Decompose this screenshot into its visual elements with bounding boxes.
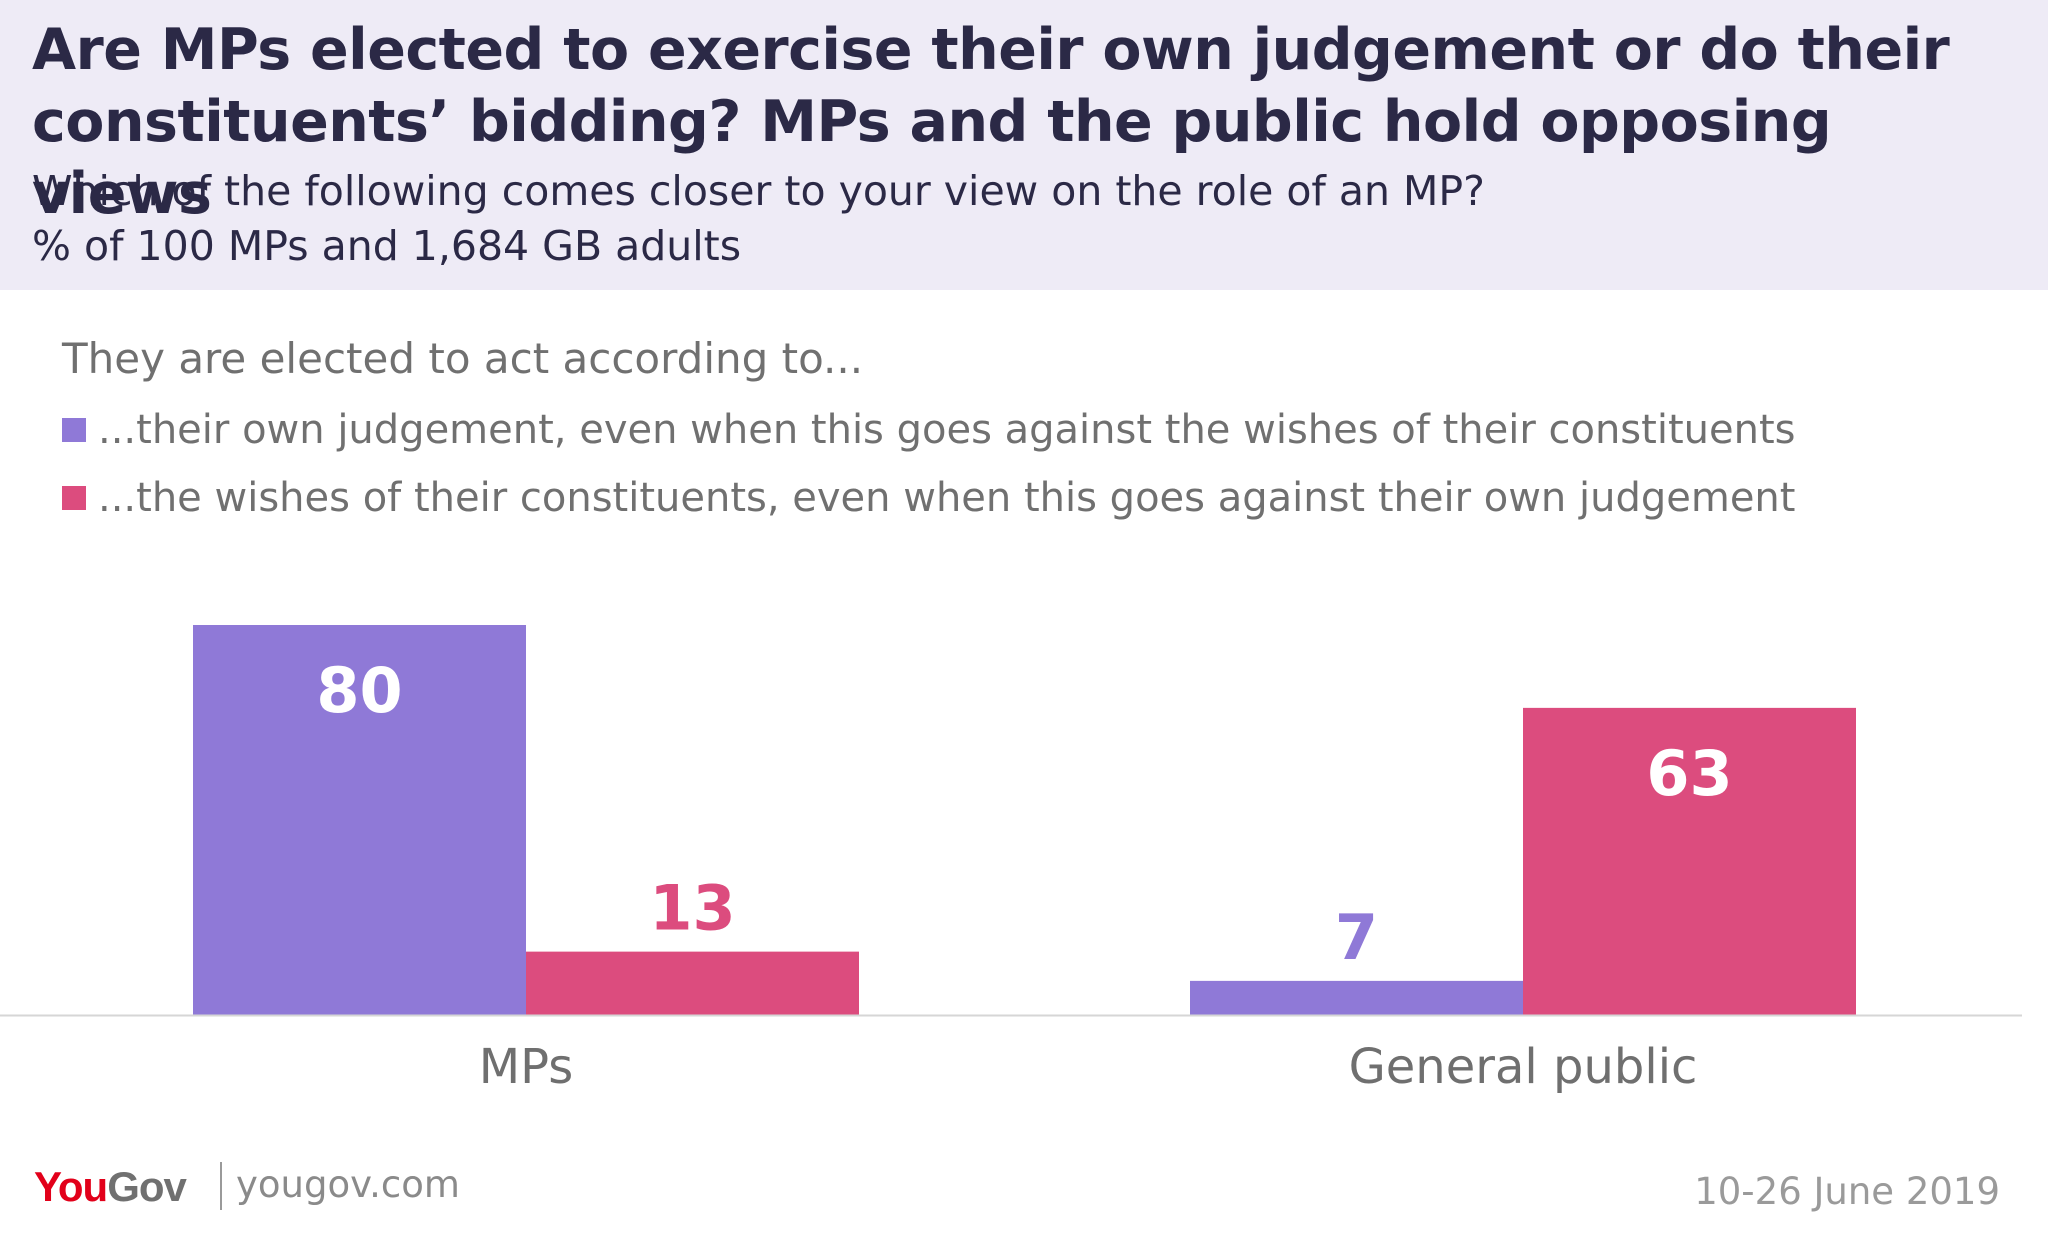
legend-label-constituents-wishes: ...the wishes of their constituents, eve… [98, 475, 1796, 521]
data-label-general-public-series-1: 7 [1335, 901, 1378, 974]
chart-subtitle: Which of the following comes closer to y… [32, 167, 1485, 215]
legend-swatch-constituents-wishes [62, 486, 86, 510]
category-label-mps: MPs [479, 1039, 574, 1095]
logo-you-text: You [34, 1163, 108, 1210]
legend-label-own-judgement: ...their own judgement, even when this g… [98, 407, 1796, 453]
bar-general-public-series-1 [1190, 980, 1523, 1015]
data-label-mps-series-2: 13 [649, 872, 735, 945]
chart-title: Are MPs elected to exercise their own ju… [32, 17, 1950, 227]
footer-divider [220, 1162, 222, 1210]
logo-gov-text: Gov [107, 1163, 187, 1210]
footer-url: yougov.com [236, 1163, 460, 1206]
bar-mps-series-2 [526, 951, 859, 1015]
yougov-logo: YouGov [34, 1162, 187, 1212]
header-panel: Are MPs elected to exercise their own ju… [0, 0, 2048, 290]
category-label-general-public: General public [1349, 1039, 1698, 1095]
footer-date: 10-26 June 2019 [1694, 1170, 2000, 1213]
bar-mps-series-1 [193, 625, 526, 1015]
legend-item-constituents-wishes: ...the wishes of their constituents, eve… [62, 472, 1795, 524]
legend-swatch-own-judgement [62, 418, 86, 442]
chart-base: % of 100 MPs and 1,684 GB adults [32, 222, 742, 270]
legend-item-own-judgement: ...their own judgement, even when this g… [62, 404, 1795, 456]
data-label-general-public-series-2: 63 [1646, 737, 1732, 810]
bar-general-public-series-2 [1523, 707, 1856, 1015]
legend-title: They are elected to act according to... [62, 334, 864, 383]
data-label-mps-series-1: 80 [316, 654, 402, 727]
